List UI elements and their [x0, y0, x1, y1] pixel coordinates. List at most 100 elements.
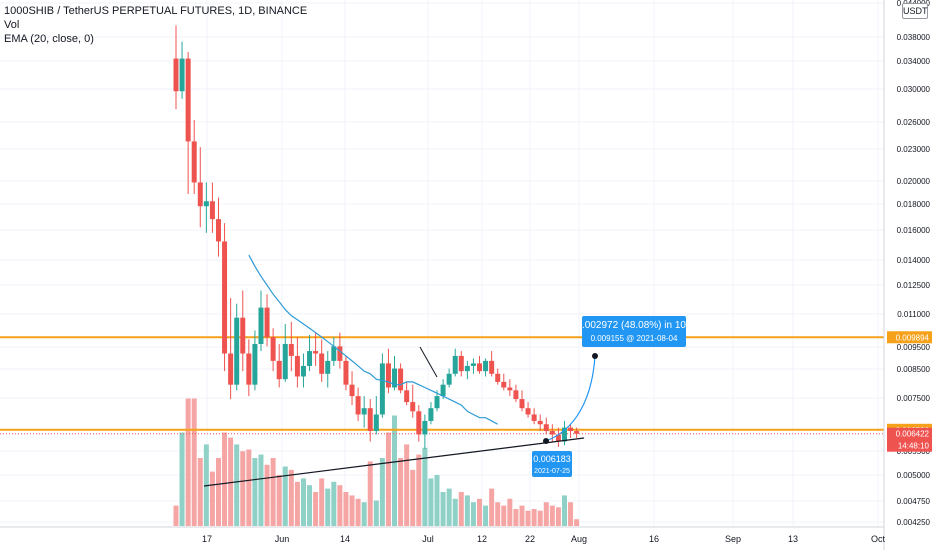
volume-bar [543, 502, 549, 526]
candle-body [452, 355, 458, 374]
trendline [203, 437, 585, 487]
volume-bar [464, 495, 470, 526]
price-tick-label: 0.011000 [897, 310, 930, 319]
candle-body [434, 396, 440, 409]
volume-bar [410, 469, 416, 526]
volume-bar [446, 488, 452, 526]
time-tick-label: Jun [275, 534, 290, 544]
volume-bar [240, 451, 246, 526]
candle-body [404, 390, 410, 403]
price-tick-label: 0.018000 [897, 200, 931, 209]
volume-bar [416, 454, 422, 526]
time-tick-label: 16 [649, 534, 659, 544]
candle-body [410, 402, 416, 412]
candle-body [325, 360, 331, 374]
grid [0, 0, 884, 526]
ema-indicator-label[interactable]: EMA (20, close, 0) [4, 33, 94, 45]
last-price-value: 0.006422 [896, 430, 930, 439]
candle-body [574, 431, 580, 434]
candle-body [173, 58, 179, 92]
price-tick-label: 0.007500 [897, 394, 931, 403]
ema-line [248, 254, 498, 425]
candle-body [331, 346, 337, 361]
candle-body [531, 414, 537, 421]
volume-bar [337, 485, 343, 526]
candle-body [470, 363, 476, 366]
volume-bar [258, 454, 264, 526]
volume-bar [568, 502, 574, 526]
volume-bar [361, 502, 367, 526]
price-axis[interactable]: 0.0440000.0380000.0340000.0300000.026000… [883, 0, 932, 550]
candle-body [355, 396, 361, 415]
candle-body [258, 307, 264, 344]
volume-bar [222, 432, 228, 526]
candle-body [197, 182, 203, 207]
volume-bar [264, 464, 270, 526]
volume-bar [355, 498, 361, 526]
ema-20-line [248, 254, 498, 425]
candle-body [458, 355, 464, 372]
candle-body [549, 431, 555, 435]
candle-body [555, 434, 561, 442]
candle-body [343, 360, 349, 385]
symbol-title[interactable]: 1000SHIB / TetherUS PERPETUAL FUTURES, 1… [4, 5, 308, 17]
volume-bar [300, 478, 306, 526]
price-tick-label: 0.034000 [897, 57, 931, 66]
candle-body [483, 360, 489, 372]
candle-body [300, 365, 306, 377]
volume-bar [531, 509, 537, 526]
projection-end-point [592, 353, 598, 359]
candle-body [349, 384, 355, 397]
volume-bar [252, 458, 258, 526]
price-tick-label: 0.026000 [897, 118, 931, 127]
candle-body [215, 219, 221, 242]
time-tick-label: Jul [422, 534, 434, 544]
candle-body [373, 414, 379, 432]
time-tick-label: Oct [871, 534, 886, 544]
candle-body [209, 201, 215, 220]
candle-body [264, 307, 270, 338]
candle-body [513, 390, 519, 400]
bar-countdown: 14:48:10 [898, 442, 930, 451]
candle-body [222, 241, 228, 354]
candle-body [561, 427, 567, 442]
volume-bar [349, 495, 355, 526]
candle-body [543, 424, 549, 432]
volume-histogram [173, 398, 580, 526]
volume-bar [525, 510, 531, 526]
candle-body [313, 351, 319, 354]
candle-body [537, 420, 543, 425]
volume-bar [489, 488, 495, 526]
volume-bar [379, 458, 385, 526]
volume-bar [191, 398, 197, 526]
volume-indicator-label[interactable]: Vol [4, 19, 20, 31]
candle-body [282, 343, 288, 380]
volume-bar [519, 505, 525, 526]
candlesticks [173, 25, 580, 449]
candle-body [179, 58, 185, 92]
candle-body [392, 368, 398, 388]
drawings[interactable]: 0.002972 (48.08%) in 10d 0.009155 @ 2021-… [203, 316, 692, 487]
candle-body [234, 317, 240, 385]
candle-body [319, 353, 325, 374]
candle-body [246, 353, 252, 385]
volume-bar [276, 475, 282, 526]
volume-bar [561, 495, 567, 526]
volume-bar [440, 492, 446, 526]
volume-bar [228, 437, 234, 526]
volume-bar [537, 510, 543, 526]
candle-body [428, 408, 434, 421]
price-tick-label: 0.020000 [897, 177, 931, 186]
volume-bar [458, 492, 464, 526]
time-axis[interactable]: 17 Jun 14 Jul 12 22 Aug 16 Sep 13 Oct [0, 526, 886, 544]
level-price-tag [887, 331, 932, 344]
last-price-tag [887, 427, 932, 452]
anchor-label-date: 2021-07-25 [534, 468, 570, 475]
horizontal-levels[interactable] [0, 336, 884, 435]
price-tick-label: 0.009500 [897, 343, 931, 352]
candle-body [240, 317, 246, 354]
candle-body [307, 351, 313, 366]
currency-button[interactable]: USDT [902, 3, 928, 19]
